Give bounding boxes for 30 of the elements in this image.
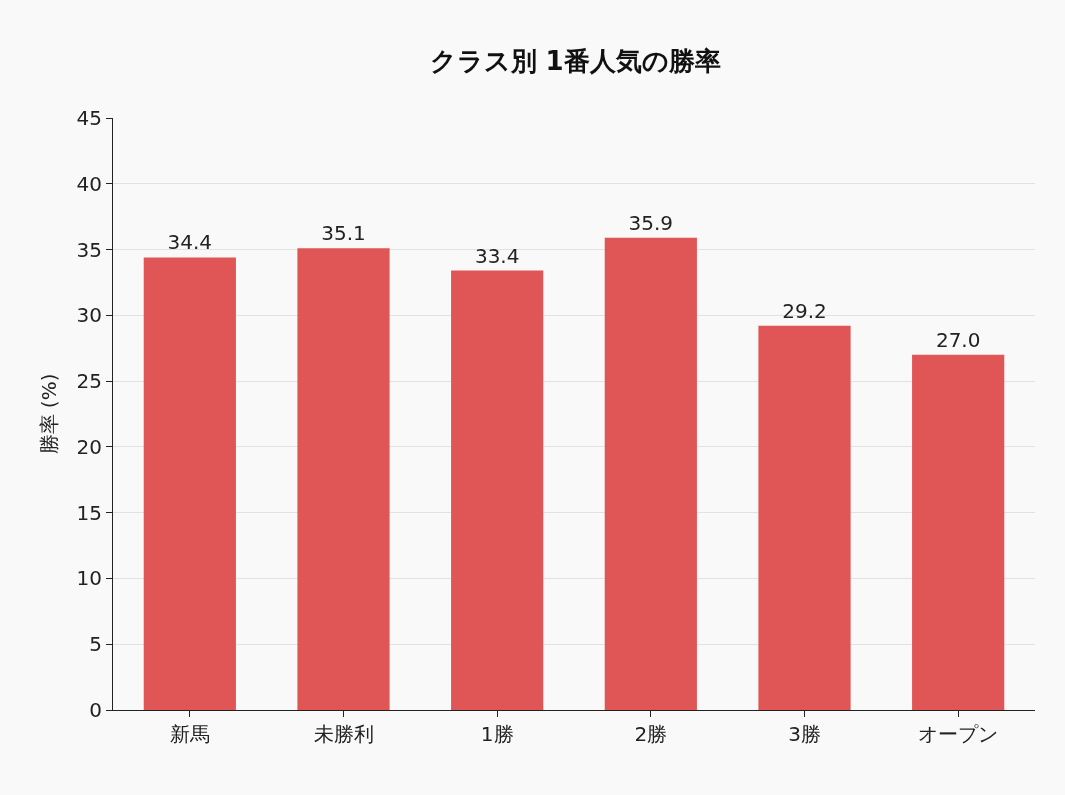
x-tick-label: オープン (918, 722, 999, 746)
data-label: 34.4 (167, 230, 213, 255)
y-tick-label: 15 (76, 500, 102, 525)
y-tick-label: 5 (89, 632, 102, 657)
data-label: 33.4 (474, 243, 520, 268)
bar (912, 354, 1005, 710)
bar (143, 257, 236, 710)
x-tick-label: 未勝利 (313, 722, 374, 746)
y-tick-label: 10 (76, 566, 102, 591)
bar (451, 270, 544, 710)
chart-title: クラス別 1番人気の勝率 (429, 45, 721, 76)
data-label: 29.2 (782, 298, 827, 323)
x-tick-label: 新馬 (169, 722, 210, 746)
y-tick-label: 35 (76, 237, 102, 262)
data-label: 27.0 (935, 327, 981, 352)
x-tick-label: 1勝 (480, 722, 514, 746)
bar (604, 237, 697, 710)
y-tick-label: 40 (76, 171, 102, 196)
y-tick-label: 45 (76, 106, 102, 130)
x-tick-label: 3勝 (788, 722, 821, 746)
y-tick-label: 25 (76, 369, 102, 394)
y-tick-label: 0 (89, 698, 102, 722)
x-tick-label: 2勝 (634, 722, 668, 746)
data-label: 35.9 (628, 210, 674, 235)
bar (297, 248, 390, 710)
y-tick-label: 30 (76, 303, 102, 328)
bar (758, 325, 851, 710)
y-tick-label: 20 (76, 434, 102, 459)
data-label: 35.1 (321, 221, 366, 246)
y-axis-title: 勝率 (%) (37, 373, 62, 455)
